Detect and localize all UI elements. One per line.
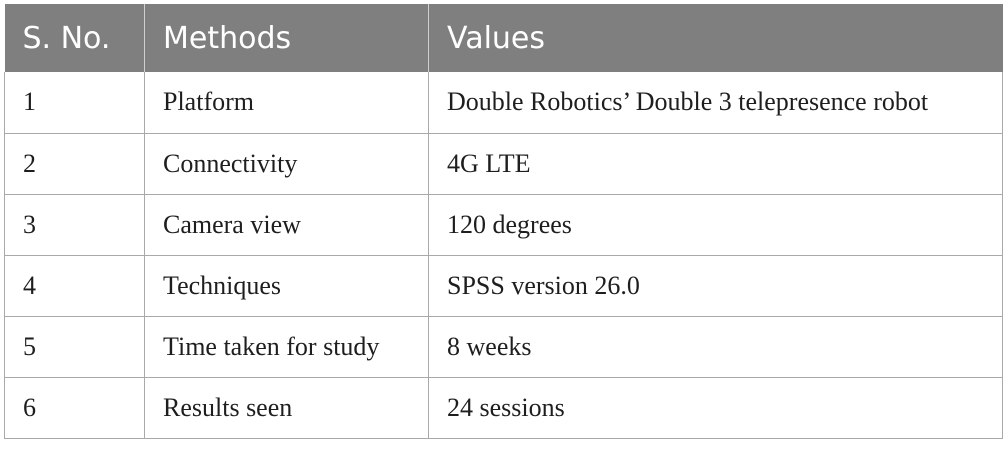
table-row: 6 Results seen 24 sessions [4, 377, 1003, 439]
methods-table-container: S. No. Methods Values 1 Platform Double … [4, 4, 1003, 439]
header-values: Values [428, 4, 1003, 72]
cell-serial-number: 3 [4, 194, 145, 256]
cell-method: Results seen [144, 377, 429, 439]
cell-method: Platform [144, 72, 429, 134]
cell-method: Connectivity [144, 133, 429, 195]
cell-method: Time taken for study [144, 316, 429, 378]
cell-serial-number: 1 [4, 72, 145, 134]
cell-value: Double Robotics’ Double 3 telepresence r… [428, 72, 1003, 134]
cell-value: 24 sessions [428, 377, 1003, 439]
methods-table: S. No. Methods Values 1 Platform Double … [4, 4, 1003, 439]
cell-serial-number: 2 [4, 133, 145, 195]
table-row: 2 Connectivity 4G LTE [4, 133, 1003, 195]
header-row: S. No. Methods Values [4, 4, 1003, 72]
cell-value: 8 weeks [428, 316, 1003, 378]
table-row: 4 Techniques SPSS version 26.0 [4, 255, 1003, 317]
header-methods: Methods [144, 4, 429, 72]
cell-method: Camera view [144, 194, 429, 256]
table-row: 1 Platform Double Robotics’ Double 3 tel… [4, 72, 1003, 134]
table-body: 1 Platform Double Robotics’ Double 3 tel… [4, 72, 1003, 439]
cell-value: SPSS version 26.0 [428, 255, 1003, 317]
cell-method: Techniques [144, 255, 429, 317]
cell-serial-number: 6 [4, 377, 145, 439]
table-header: S. No. Methods Values [4, 4, 1003, 72]
cell-serial-number: 5 [4, 316, 145, 378]
table-row: 3 Camera view 120 degrees [4, 194, 1003, 256]
table-row: 5 Time taken for study 8 weeks [4, 316, 1003, 378]
cell-value: 120 degrees [428, 194, 1003, 256]
header-serial-number: S. No. [4, 4, 145, 72]
cell-serial-number: 4 [4, 255, 145, 317]
cell-value: 4G LTE [428, 133, 1003, 195]
